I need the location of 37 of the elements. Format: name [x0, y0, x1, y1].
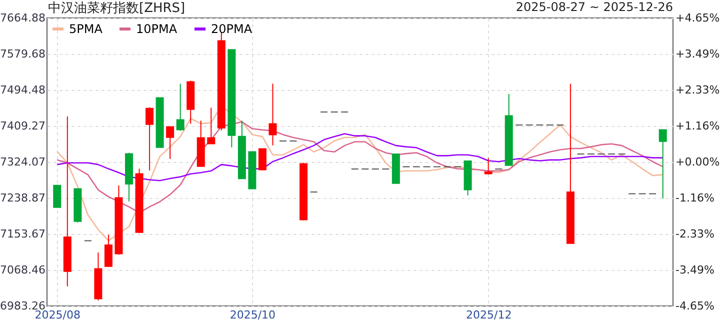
x-tick-label: 2025/10 — [230, 308, 276, 320]
y-tick-label: 7494.48 — [0, 84, 46, 96]
y2-tick-label: +1.16% — [676, 120, 720, 133]
legend-label: 10PMA — [136, 22, 178, 36]
candlestick — [258, 148, 266, 171]
y2-tick-label: +2.33% — [676, 83, 720, 96]
x-tick-label: 2025/08 — [34, 308, 80, 320]
y2-tick-label: +0.00% — [676, 156, 720, 168]
candlestick — [207, 107, 216, 144]
y2-tick-label: -2.33% — [676, 228, 714, 241]
candlestick — [176, 83, 184, 132]
candlestick — [104, 234, 112, 268]
candlestick — [166, 126, 174, 160]
y2-tick-label: +3.49% — [676, 47, 720, 60]
y-tick-label: 7409.27 — [0, 120, 46, 132]
chart-subtitle: 2025-08-27 ~ 2025-12-26 — [516, 0, 673, 14]
y-tick-label: 7238.87 — [0, 192, 46, 204]
line-series — [56, 133, 664, 182]
y-tick-label: 7068.46 — [0, 264, 46, 276]
line-series — [56, 121, 664, 214]
x-tick-label: 2025/12 — [466, 308, 512, 320]
y2-tick-label: +4.65% — [676, 12, 720, 24]
y2-tick-label: -4.65% — [676, 300, 714, 312]
legend-label: 5PMA — [69, 22, 104, 36]
candlestick — [268, 83, 277, 146]
y2-tick-label: -3.49% — [676, 264, 714, 277]
y-tick-label: 7579.68 — [0, 48, 46, 60]
y-tick-label: 7153.67 — [0, 228, 46, 240]
y-tick-label: 7664.88 — [0, 12, 46, 24]
legend-label: 20PMA — [211, 22, 253, 36]
candlestick — [484, 158, 492, 175]
chart-title: 中汉油菜籽指数[ZHRS] — [48, 1, 186, 16]
y2-tick-label: -1.16% — [676, 191, 714, 204]
y-tick-label: 7324.07 — [0, 156, 46, 168]
candlestick — [146, 106, 154, 171]
candlestick — [53, 184, 62, 208]
candlestick — [658, 129, 667, 199]
